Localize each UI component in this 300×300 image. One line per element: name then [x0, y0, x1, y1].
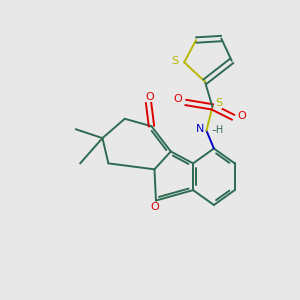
Text: O: O [173, 94, 182, 104]
Text: S: S [172, 56, 179, 66]
Text: –H: –H [212, 125, 224, 135]
Text: O: O [150, 202, 159, 212]
Text: O: O [146, 92, 154, 101]
Text: S: S [215, 98, 222, 108]
Text: N: N [196, 124, 205, 134]
Text: O: O [237, 111, 246, 121]
